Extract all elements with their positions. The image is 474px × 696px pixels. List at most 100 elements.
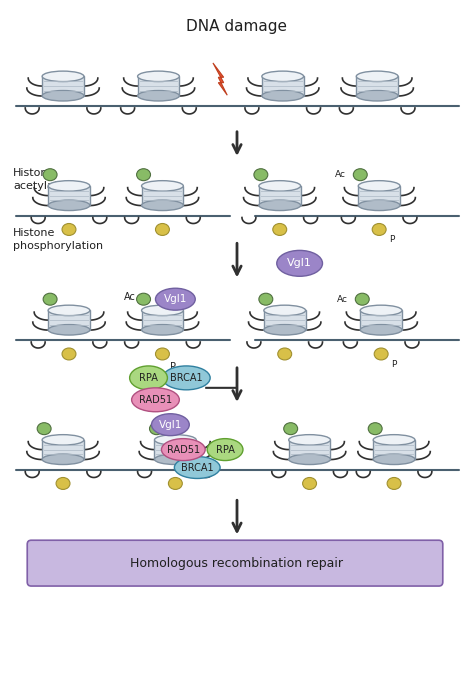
Text: Ac: Ac: [336, 171, 346, 179]
Ellipse shape: [302, 477, 317, 489]
Ellipse shape: [155, 454, 196, 464]
Bar: [142, 186, 183, 205]
Ellipse shape: [142, 200, 183, 211]
Ellipse shape: [42, 454, 84, 464]
Ellipse shape: [174, 457, 220, 478]
Ellipse shape: [358, 200, 400, 211]
Ellipse shape: [137, 71, 179, 81]
Bar: [42, 440, 84, 459]
Ellipse shape: [137, 293, 151, 305]
Ellipse shape: [48, 324, 90, 335]
Text: BRCA1: BRCA1: [181, 463, 214, 473]
Bar: [262, 77, 304, 96]
Polygon shape: [213, 63, 227, 95]
Ellipse shape: [273, 223, 287, 235]
Text: BRCA1: BRCA1: [170, 373, 202, 383]
Ellipse shape: [353, 168, 367, 181]
Bar: [48, 310, 90, 330]
Ellipse shape: [48, 200, 90, 211]
Ellipse shape: [142, 324, 183, 335]
Ellipse shape: [155, 223, 169, 235]
Ellipse shape: [284, 422, 298, 435]
Bar: [356, 77, 398, 96]
Text: RPA: RPA: [216, 445, 235, 454]
Ellipse shape: [262, 90, 304, 101]
Bar: [137, 77, 179, 96]
Bar: [42, 77, 84, 96]
Ellipse shape: [137, 168, 151, 181]
Ellipse shape: [162, 438, 205, 461]
Ellipse shape: [163, 366, 210, 390]
Text: acetylation: acetylation: [13, 181, 75, 191]
Ellipse shape: [129, 366, 167, 390]
Ellipse shape: [155, 348, 169, 360]
Ellipse shape: [152, 413, 189, 436]
Ellipse shape: [259, 181, 301, 191]
Text: RAD51: RAD51: [167, 445, 200, 454]
Bar: [155, 440, 196, 459]
Ellipse shape: [56, 477, 70, 489]
Bar: [48, 186, 90, 205]
Ellipse shape: [48, 181, 90, 191]
Bar: [358, 186, 400, 205]
Ellipse shape: [137, 90, 179, 101]
Ellipse shape: [142, 181, 183, 191]
Ellipse shape: [62, 223, 76, 235]
Ellipse shape: [372, 223, 386, 235]
Ellipse shape: [289, 454, 330, 464]
Ellipse shape: [373, 454, 415, 464]
Ellipse shape: [368, 422, 382, 435]
Ellipse shape: [374, 348, 388, 360]
Text: P: P: [170, 362, 176, 372]
Bar: [360, 310, 402, 330]
Ellipse shape: [277, 251, 322, 276]
Ellipse shape: [356, 71, 398, 81]
Ellipse shape: [132, 388, 179, 412]
Ellipse shape: [356, 293, 369, 305]
Ellipse shape: [48, 305, 90, 315]
FancyBboxPatch shape: [27, 540, 443, 586]
Bar: [373, 440, 415, 459]
Text: P: P: [389, 235, 394, 244]
Ellipse shape: [149, 422, 164, 435]
Ellipse shape: [42, 90, 84, 101]
Ellipse shape: [278, 348, 292, 360]
Text: Vgl1: Vgl1: [287, 258, 312, 269]
Ellipse shape: [264, 324, 306, 335]
Text: Histone: Histone: [13, 168, 55, 177]
Ellipse shape: [43, 168, 57, 181]
Bar: [264, 310, 306, 330]
Ellipse shape: [43, 293, 57, 305]
Text: DNA damage: DNA damage: [186, 19, 288, 34]
Ellipse shape: [62, 348, 76, 360]
Text: Homologous recombination repair: Homologous recombination repair: [130, 557, 344, 569]
Ellipse shape: [142, 305, 183, 315]
Ellipse shape: [42, 435, 84, 445]
Text: RAD51: RAD51: [139, 395, 172, 405]
Ellipse shape: [373, 435, 415, 445]
Bar: [289, 440, 330, 459]
Ellipse shape: [259, 200, 301, 211]
Ellipse shape: [207, 438, 243, 461]
Ellipse shape: [358, 181, 400, 191]
Ellipse shape: [264, 305, 306, 315]
Text: Vgl1: Vgl1: [159, 420, 182, 429]
Ellipse shape: [155, 288, 195, 310]
Bar: [259, 186, 301, 205]
Ellipse shape: [360, 305, 402, 315]
Text: RPA: RPA: [139, 373, 158, 383]
Ellipse shape: [168, 477, 182, 489]
Text: Histone: Histone: [13, 228, 55, 239]
Ellipse shape: [42, 71, 84, 81]
Ellipse shape: [289, 435, 330, 445]
Ellipse shape: [387, 477, 401, 489]
Text: P: P: [391, 360, 396, 369]
Ellipse shape: [155, 435, 196, 445]
Text: Ac: Ac: [337, 294, 348, 303]
Ellipse shape: [259, 293, 273, 305]
Text: phosphorylation: phosphorylation: [13, 242, 103, 251]
Ellipse shape: [356, 90, 398, 101]
Text: Ac: Ac: [124, 292, 136, 302]
Ellipse shape: [37, 422, 51, 435]
Ellipse shape: [262, 71, 304, 81]
